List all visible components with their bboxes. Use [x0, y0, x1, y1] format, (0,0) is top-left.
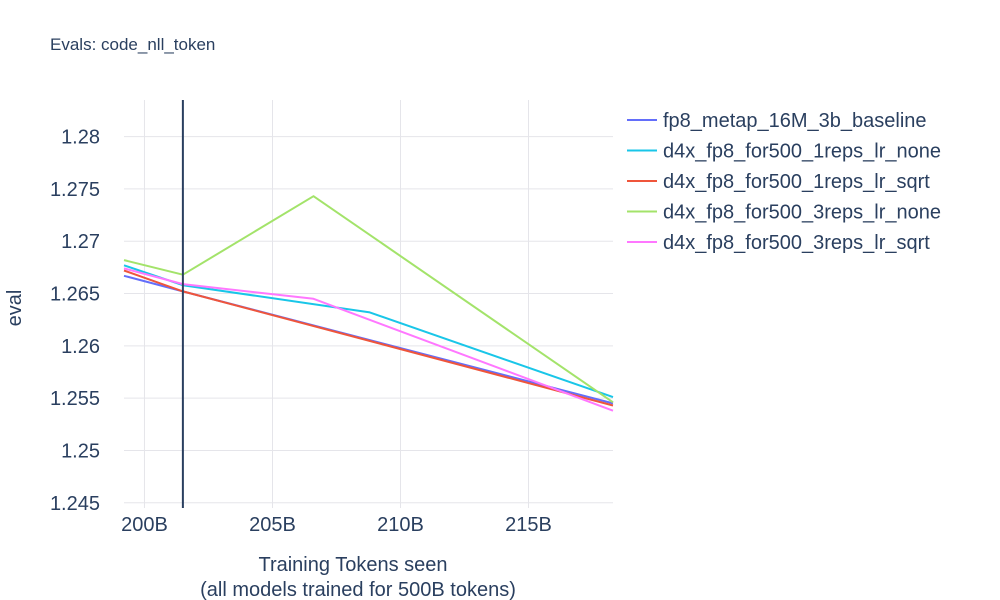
legend-label: d4x_fp8_for500_1reps_lr_sqrt — [663, 171, 930, 193]
legend-item[interactable]: d4x_fp8_for500_3reps_lr_sqrt — [627, 232, 930, 254]
x-tick-label: 200B — [121, 514, 168, 536]
chart-title: Evals: code_nll_token — [50, 35, 215, 54]
legend-item[interactable]: d4x_fp8_for500_1reps_lr_none — [627, 141, 941, 163]
y-axis-title: eval — [4, 290, 26, 327]
y-tick-label: 1.255 — [50, 388, 100, 410]
y-tick-label: 1.28 — [61, 127, 100, 149]
legend-item[interactable]: d4x_fp8_for500_1reps_lr_sqrt — [627, 171, 930, 193]
legend-item[interactable]: d4x_fp8_for500_3reps_lr_none — [627, 202, 941, 224]
x-axis-title-line-2: (all models trained for 500B tokens) — [200, 579, 516, 600]
x-tick-label: 210B — [377, 514, 424, 536]
x-tick-label: 215B — [505, 514, 552, 536]
y-tick-label: 1.25 — [61, 440, 100, 462]
y-tick-label: 1.27 — [61, 231, 100, 253]
legend-item[interactable]: fp8_metap_16M_3b_baseline — [627, 110, 927, 132]
series-line-d4x_fp8_for500_3reps_lr_none — [123, 195, 614, 404]
y-tick-label: 1.26 — [61, 336, 100, 358]
x-tick-label: 205B — [249, 514, 296, 536]
legend[interactable]: fp8_metap_16M_3b_baseline d4x_fp8_for500_… — [622, 104, 972, 256]
x-gridlines — [143, 100, 530, 508]
y-axis-ticks: 1.245 1.25 1.255 1.26 1.265 1.27 1.275 1.28 — [50, 127, 100, 515]
x-axis-ticks: 200B 205B 210B 215B — [121, 514, 552, 536]
series-line-d4x_fp8_for500_1reps_lr_sqrt — [123, 269, 614, 407]
legend-label: d4x_fp8_for500_3reps_lr_sqrt — [663, 232, 930, 254]
y-tick-label: 1.275 — [50, 179, 100, 201]
y-tick-label: 1.245 — [50, 493, 100, 515]
legend-label: d4x_fp8_for500_1reps_lr_none — [663, 141, 941, 163]
legend-label: d4x_fp8_for500_3reps_lr_none — [663, 202, 941, 224]
legend-label: fp8_metap_16M_3b_baseline — [663, 110, 927, 132]
y-tick-label: 1.265 — [50, 284, 100, 306]
series-layer — [123, 195, 614, 412]
series-line-d4x_fp8_for500_3reps_lr_sqrt — [123, 267, 614, 412]
x-axis-title-line-1: Training Tokens seen — [258, 554, 447, 576]
legend-background — [622, 104, 972, 256]
y-gridlines — [124, 136, 613, 504]
